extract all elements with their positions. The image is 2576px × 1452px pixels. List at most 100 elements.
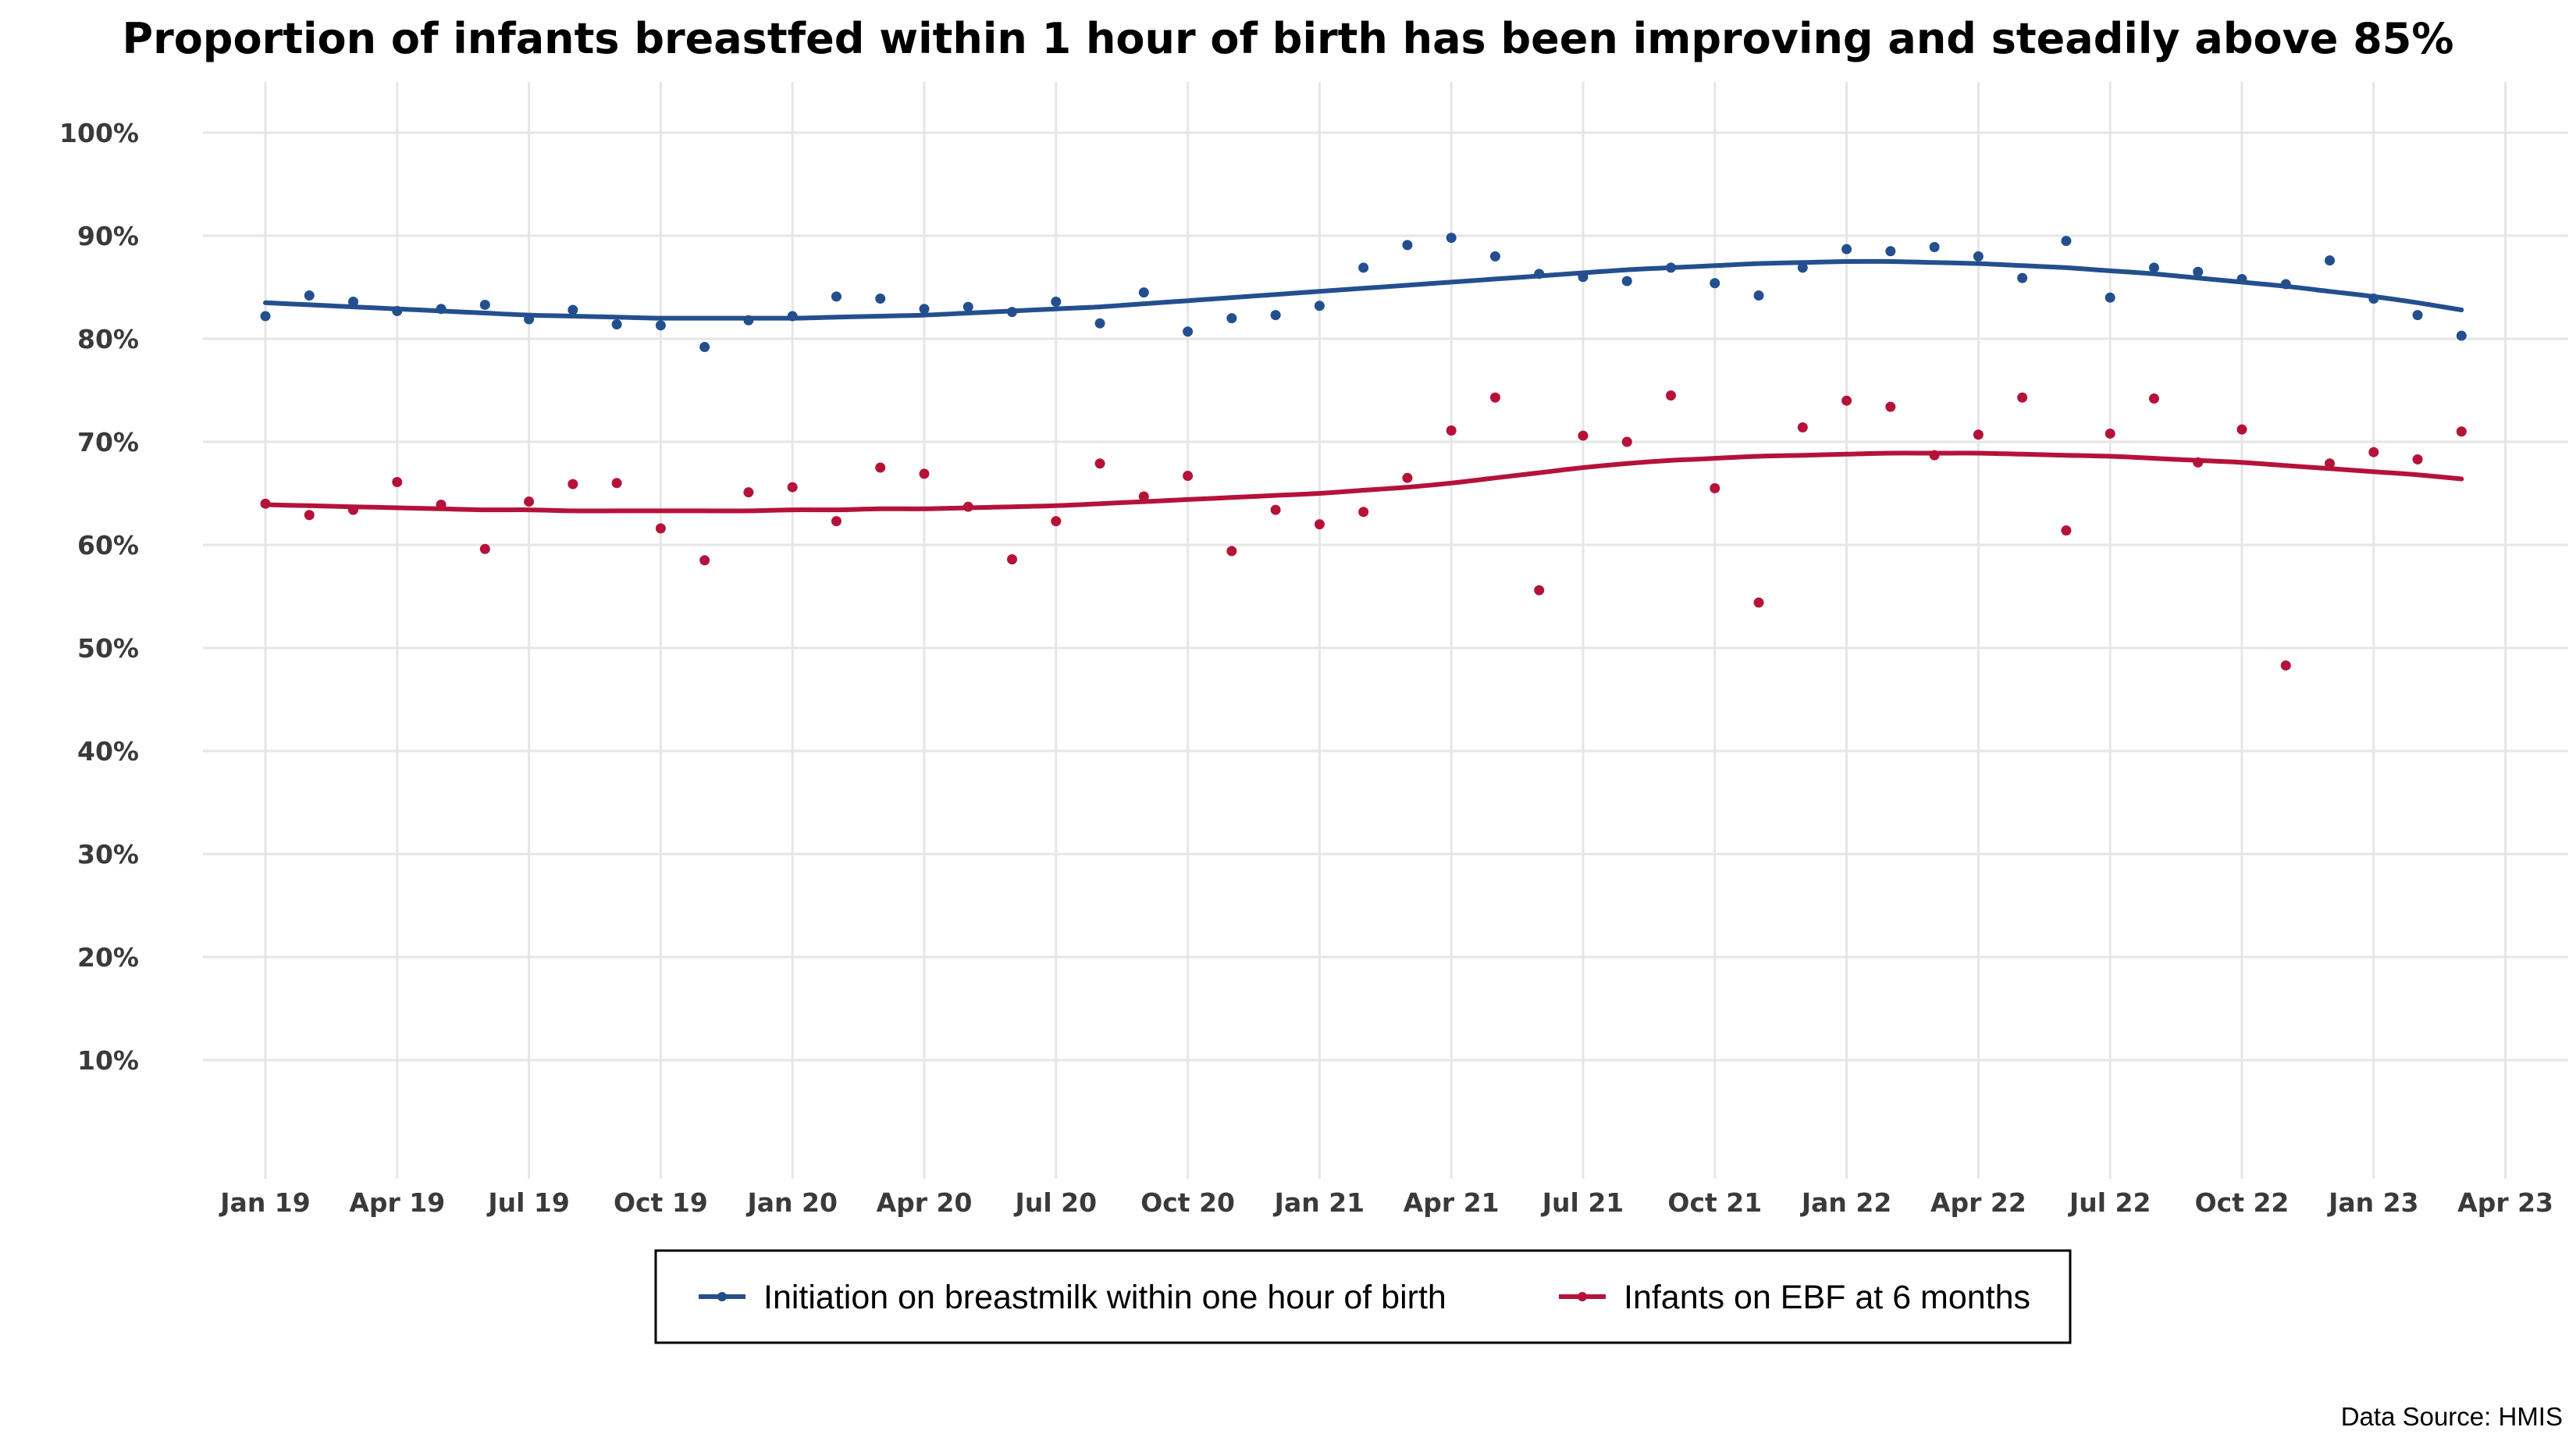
- data-point-ebf: [479, 543, 490, 554]
- y-tick-label: 50%: [77, 633, 139, 664]
- x-tick-label: Oct 19: [614, 1187, 708, 1218]
- data-point-initiation: [787, 311, 798, 322]
- x-tick-label: Jan 23: [2327, 1187, 2418, 1218]
- data-point-ebf: [962, 501, 973, 512]
- y-tick-label: 90%: [77, 221, 139, 251]
- data-point-initiation: [1534, 269, 1545, 279]
- x-tick-label: Apr 21: [1404, 1187, 1500, 1218]
- data-point-ebf: [2412, 454, 2423, 464]
- x-tick-label: Oct 22: [2195, 1187, 2290, 1218]
- data-point-initiation: [1094, 318, 1105, 329]
- data-point-initiation: [2325, 255, 2336, 266]
- data-point-ebf: [1226, 546, 1237, 557]
- trend-line-initiation: [263, 258, 2464, 321]
- data-point-ebf: [743, 487, 754, 498]
- data-source-note: Data Source: HMIS: [2341, 1402, 2563, 1431]
- data-point-initiation: [962, 301, 973, 312]
- legend-label-ebf: Infants on EBF at 6 months: [1624, 1279, 2030, 1316]
- data-point-ebf: [1007, 553, 1018, 564]
- data-point-initiation: [1358, 262, 1369, 273]
- data-point-initiation: [1051, 296, 1062, 307]
- data-point-initiation: [1753, 290, 1764, 301]
- legend-item-initiation: Initiation on breastmilk within one hour…: [699, 1279, 1446, 1316]
- x-tick-label: Jul 20: [1014, 1187, 1098, 1218]
- data-point-initiation: [1446, 233, 1457, 244]
- trend-lines: [263, 258, 2464, 514]
- data-point-initiation: [743, 315, 754, 326]
- y-tick-label: 70%: [77, 427, 139, 457]
- series-initiation: [260, 233, 2467, 353]
- x-tick-label: Apr 19: [349, 1187, 445, 1218]
- data-point-ebf: [2325, 458, 2336, 469]
- data-point-ebf: [1138, 491, 1149, 502]
- data-point-initiation: [1797, 262, 1808, 273]
- data-point-initiation: [875, 294, 886, 304]
- data-point-initiation: [831, 291, 841, 302]
- data-point-ebf: [1710, 482, 1720, 493]
- x-tick-label: Jan 22: [1800, 1187, 1891, 1218]
- series-ebf: [260, 390, 2467, 671]
- data-point-ebf: [1094, 458, 1105, 469]
- x-tick-label: Jan 19: [219, 1187, 310, 1218]
- data-points: [260, 233, 2467, 671]
- data-point-initiation: [1007, 307, 1018, 318]
- data-point-initiation: [1138, 287, 1149, 298]
- x-tick-label: Oct 21: [1667, 1187, 1762, 1218]
- data-point-ebf: [568, 479, 578, 489]
- data-point-ebf: [919, 468, 930, 479]
- data-point-initiation: [1929, 242, 1940, 253]
- data-point-ebf: [1446, 425, 1457, 436]
- data-point-ebf: [2105, 428, 2115, 439]
- y-tick-label: 20%: [77, 942, 139, 973]
- x-tick-label: Apr 22: [1930, 1187, 2026, 1218]
- legend-box: [654, 1249, 2072, 1344]
- data-point-initiation: [2061, 236, 2072, 247]
- y-tick-label: 30%: [77, 839, 139, 870]
- legend-label-initiation: Initiation on breastmilk within one hour…: [763, 1279, 1446, 1316]
- data-point-initiation: [1666, 262, 1677, 273]
- x-tick-label: Jul 19: [486, 1187, 570, 1218]
- data-point-ebf: [1358, 507, 1369, 518]
- data-point-initiation: [1973, 251, 1984, 262]
- data-point-ebf: [1621, 436, 1632, 447]
- data-point-initiation: [1621, 276, 1632, 286]
- data-point-ebf: [699, 555, 710, 566]
- x-tick-label: Jan 21: [1273, 1187, 1364, 1218]
- data-point-initiation: [479, 299, 490, 310]
- x-tick-label: Apr 23: [2457, 1187, 2553, 1218]
- data-point-initiation: [392, 305, 403, 316]
- data-point-ebf: [2193, 457, 2204, 468]
- data-point-ebf: [1929, 450, 1940, 461]
- data-point-initiation: [348, 296, 359, 307]
- data-point-ebf: [304, 510, 315, 521]
- data-point-initiation: [1226, 313, 1237, 324]
- data-point-initiation: [524, 314, 535, 325]
- data-point-initiation: [2412, 310, 2423, 321]
- data-point-initiation: [655, 320, 666, 331]
- y-tick-label: 80%: [77, 324, 139, 354]
- legend: Initiation on breastmilk within one hour…: [654, 1249, 2072, 1344]
- legend-key-point-initiation: [717, 1292, 727, 1301]
- data-point-ebf: [1885, 401, 1896, 412]
- y-tick-label: 60%: [77, 530, 139, 561]
- legend-key-point-ebf: [1578, 1292, 1587, 1301]
- x-tick-label: Jan 20: [745, 1187, 837, 1218]
- data-point-ebf: [1314, 519, 1325, 530]
- x-tick-label: Oct 20: [1140, 1187, 1235, 1218]
- y-tick-label: 40%: [77, 736, 139, 767]
- data-point-ebf: [611, 478, 622, 489]
- data-point-ebf: [1270, 504, 1281, 515]
- data-point-initiation: [2456, 330, 2467, 341]
- data-point-initiation: [1885, 246, 1896, 257]
- data-point-ebf: [1534, 585, 1545, 596]
- data-point-ebf: [2368, 447, 2379, 457]
- data-point-ebf: [260, 498, 271, 509]
- data-point-ebf: [1402, 472, 1413, 483]
- data-point-initiation: [1489, 251, 1500, 262]
- data-point-ebf: [1183, 471, 1194, 482]
- y-tick-label: 100%: [59, 118, 139, 148]
- data-point-initiation: [568, 304, 578, 315]
- y-tick-label: 10%: [77, 1045, 139, 1076]
- data-point-ebf: [524, 496, 535, 507]
- data-point-initiation: [2148, 262, 2159, 273]
